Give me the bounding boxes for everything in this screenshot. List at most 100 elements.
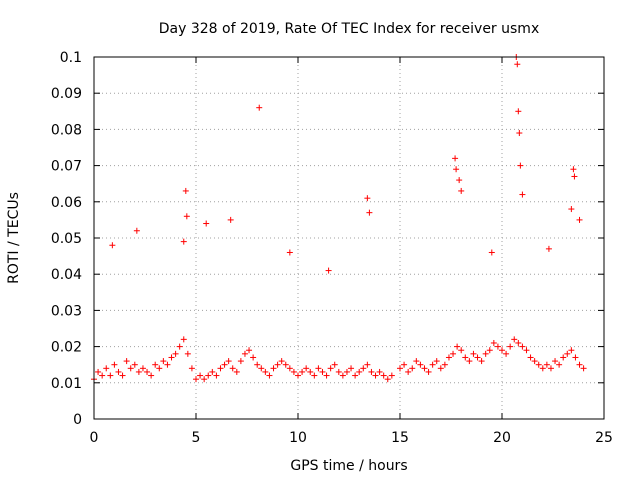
data-point bbox=[152, 361, 159, 368]
data-point bbox=[441, 361, 448, 368]
data-point bbox=[454, 343, 461, 350]
data-point bbox=[319, 368, 326, 375]
data-point bbox=[511, 336, 518, 343]
data-point bbox=[437, 365, 444, 372]
data-point bbox=[401, 361, 408, 368]
y-tick-label: 0.08 bbox=[51, 122, 82, 138]
x-tick-label: 20 bbox=[493, 430, 511, 446]
data-point bbox=[488, 249, 495, 256]
axis-ticks bbox=[93, 56, 605, 420]
data-point bbox=[564, 350, 571, 357]
data-point bbox=[172, 350, 179, 357]
data-point bbox=[299, 368, 306, 375]
data-point bbox=[523, 347, 530, 354]
data-point bbox=[348, 365, 355, 372]
y-tick-labels: 0 0.01 0.02 0.03 0.04 0.05 0.06 0.07 0.08 0.09 0.1 bbox=[51, 50, 82, 428]
data-point bbox=[168, 354, 175, 361]
data-point bbox=[311, 372, 318, 379]
data-point bbox=[452, 155, 459, 162]
data-point bbox=[250, 354, 257, 361]
data-point bbox=[572, 354, 579, 361]
data-point bbox=[339, 372, 346, 379]
data-point bbox=[99, 372, 106, 379]
data-point bbox=[217, 365, 224, 372]
data-point bbox=[254, 361, 261, 368]
data-point bbox=[458, 347, 465, 354]
y-tick-label: 0.06 bbox=[51, 195, 82, 211]
x-tick-label: 25 bbox=[595, 430, 613, 446]
data-point bbox=[527, 354, 534, 361]
data-point bbox=[364, 361, 371, 368]
y-tick-label: 0.05 bbox=[51, 231, 82, 247]
data-point bbox=[576, 361, 583, 368]
y-tick-label: 0.03 bbox=[51, 303, 82, 319]
data-point bbox=[380, 372, 387, 379]
data-point bbox=[303, 365, 310, 372]
data-point bbox=[360, 365, 367, 372]
x-tick-label: 5 bbox=[192, 430, 201, 446]
data-point bbox=[453, 166, 460, 173]
data-point bbox=[507, 343, 514, 350]
data-point bbox=[233, 368, 240, 375]
data-point bbox=[409, 365, 416, 372]
grid-lines bbox=[94, 57, 604, 419]
data-point bbox=[388, 372, 395, 379]
data-point bbox=[246, 347, 253, 354]
data-point bbox=[205, 372, 212, 379]
data-point bbox=[227, 216, 234, 223]
data-point bbox=[176, 343, 183, 350]
data-point bbox=[262, 368, 269, 375]
data-point bbox=[203, 220, 210, 227]
y-tick-label: 0 bbox=[73, 412, 82, 428]
data-point bbox=[499, 347, 505, 354]
y-tick-label: 0.02 bbox=[51, 340, 82, 356]
data-point bbox=[213, 372, 220, 379]
data-point bbox=[413, 358, 420, 365]
data-point bbox=[286, 249, 293, 256]
data-point bbox=[576, 216, 583, 223]
data-point bbox=[307, 368, 314, 375]
data-point bbox=[531, 358, 538, 365]
y-axis-label: ROTI / TECUs bbox=[6, 192, 22, 284]
data-point bbox=[580, 365, 587, 372]
data-point bbox=[519, 191, 526, 198]
data-point bbox=[450, 350, 457, 357]
data-point bbox=[183, 213, 190, 220]
data-point bbox=[103, 365, 110, 372]
data-point bbox=[237, 358, 244, 365]
data-point bbox=[256, 104, 263, 111]
data-point bbox=[568, 206, 575, 213]
data-point bbox=[180, 238, 187, 245]
data-point bbox=[515, 339, 522, 346]
data-point bbox=[366, 209, 373, 216]
data-point bbox=[462, 354, 469, 361]
data-point bbox=[197, 372, 204, 379]
data-point bbox=[543, 361, 550, 368]
data-point bbox=[445, 354, 452, 361]
data-point bbox=[547, 365, 554, 372]
data-point bbox=[429, 361, 436, 368]
data-point bbox=[278, 358, 285, 365]
data-point bbox=[180, 336, 187, 343]
data-point bbox=[156, 365, 163, 372]
data-point bbox=[384, 376, 391, 383]
data-point bbox=[258, 365, 265, 372]
data-point bbox=[425, 368, 432, 375]
data-point bbox=[503, 350, 510, 357]
y-tick-label: 0.01 bbox=[51, 376, 82, 392]
data-point bbox=[335, 368, 342, 375]
chart-title: Day 328 of 2019, Rate Of TEC Index for r… bbox=[159, 21, 539, 37]
data-point bbox=[417, 361, 424, 368]
data-point bbox=[397, 365, 403, 372]
y-tick-label: 0.04 bbox=[51, 267, 82, 283]
data-point bbox=[286, 365, 293, 372]
data-point bbox=[515, 108, 522, 115]
data-point bbox=[119, 372, 126, 379]
data-points bbox=[91, 54, 587, 383]
y-tick-label: 0.09 bbox=[51, 86, 82, 102]
x-tick-label: 15 bbox=[391, 430, 409, 446]
data-point bbox=[182, 187, 189, 194]
data-point bbox=[266, 372, 273, 379]
data-point bbox=[123, 358, 130, 365]
